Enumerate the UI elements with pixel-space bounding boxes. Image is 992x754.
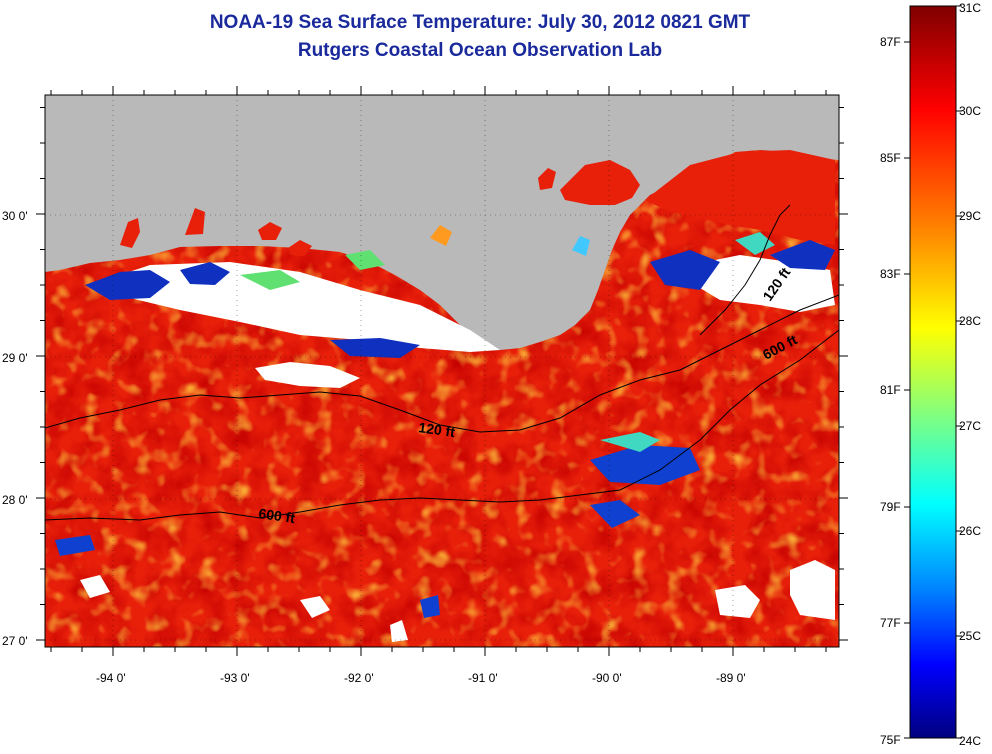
colorbar-c-label: 24C: [959, 734, 981, 748]
lat-label: 28 0': [2, 493, 28, 507]
colorbar-ticks: [904, 5, 962, 739]
map-title: NOAA-19 Sea Surface Temperature: July 30…: [209, 12, 751, 33]
marsh-island: [560, 160, 640, 205]
colorbar-f-label: 77F: [880, 616, 901, 630]
cool-water: [55, 535, 95, 556]
cool-water: [650, 250, 720, 290]
colorbar-f-label: 75F: [880, 733, 901, 747]
colorbar-c-label: 31C: [959, 1, 981, 15]
marsh-island: [430, 225, 452, 246]
cloud-cover: [300, 596, 330, 618]
map-area: 120 ft 600 ft 600 ft 120 ft: [45, 95, 839, 647]
colorbar-f-label: 85F: [880, 151, 901, 165]
contour-120ft-west: [45, 294, 839, 433]
lat-label: 30 0': [2, 209, 28, 223]
colorbar-c-label: 28C: [959, 314, 981, 328]
map-frame: [44, 94, 840, 648]
marsh-island: [258, 222, 282, 240]
mild-water: [600, 432, 660, 452]
colorbar-c-label: 25C: [959, 629, 981, 643]
mild-water: [345, 250, 385, 270]
lat-label: 29 0': [2, 351, 28, 365]
lon-label: -89 0': [716, 671, 746, 685]
cool-water: [330, 338, 420, 358]
colorbar-f-label: 83F: [880, 267, 901, 281]
cool-water: [180, 262, 230, 285]
land-mass: [45, 95, 839, 350]
lon-label: -90 0': [592, 671, 622, 685]
colorbar-c-label: 26C: [959, 524, 981, 538]
cloud-cover: [690, 255, 835, 312]
cool-water: [770, 240, 835, 270]
colorbar-c-label: 27C: [959, 419, 981, 433]
cloud-cover: [790, 560, 835, 620]
colorbar-c-label: 29C: [959, 209, 981, 223]
cloud-cover: [715, 585, 760, 618]
marsh-island: [538, 168, 556, 190]
lon-label: -92 0': [344, 671, 374, 685]
lon-label: -91 0': [468, 671, 498, 685]
marsh-island: [572, 236, 590, 256]
mild-water: [735, 232, 775, 255]
lat-label: 27 0': [2, 634, 28, 648]
contour-label: 120 ft: [418, 419, 457, 440]
marsh-island: [288, 240, 312, 256]
marsh-island: [120, 218, 140, 248]
colorbar-f-label: 81F: [880, 383, 901, 397]
colorbar-scale: [909, 5, 957, 739]
cloud-cover: [255, 362, 360, 388]
lon-label: -94 0': [96, 671, 126, 685]
lon-label: -93 0': [220, 671, 250, 685]
cool-water: [85, 270, 170, 300]
colorbar: 87F 85F 83F 81F 79F 77F 75F 31C 30C 29C …: [880, 1, 981, 748]
contour-600ft: [45, 329, 839, 521]
mild-water: [240, 270, 300, 290]
graticule: [45, 95, 839, 647]
axis-ticks: [36, 86, 848, 656]
cloud-cover: [80, 575, 110, 598]
cool-water: [590, 500, 640, 528]
colorbar-f-label: 87F: [880, 35, 901, 49]
map-subtitle: Rutgers Coastal Ocean Observation Lab: [297, 40, 663, 61]
colorbar-f-label: 79F: [880, 500, 901, 514]
colorbar-c-label: 30C: [959, 104, 981, 118]
contour-label: 600 ft: [258, 505, 297, 526]
marsh-island: [645, 150, 835, 245]
cloud-cover: [390, 620, 408, 642]
cool-water: [420, 595, 440, 618]
cloud-cover: [90, 262, 500, 352]
cool-water: [590, 445, 700, 485]
